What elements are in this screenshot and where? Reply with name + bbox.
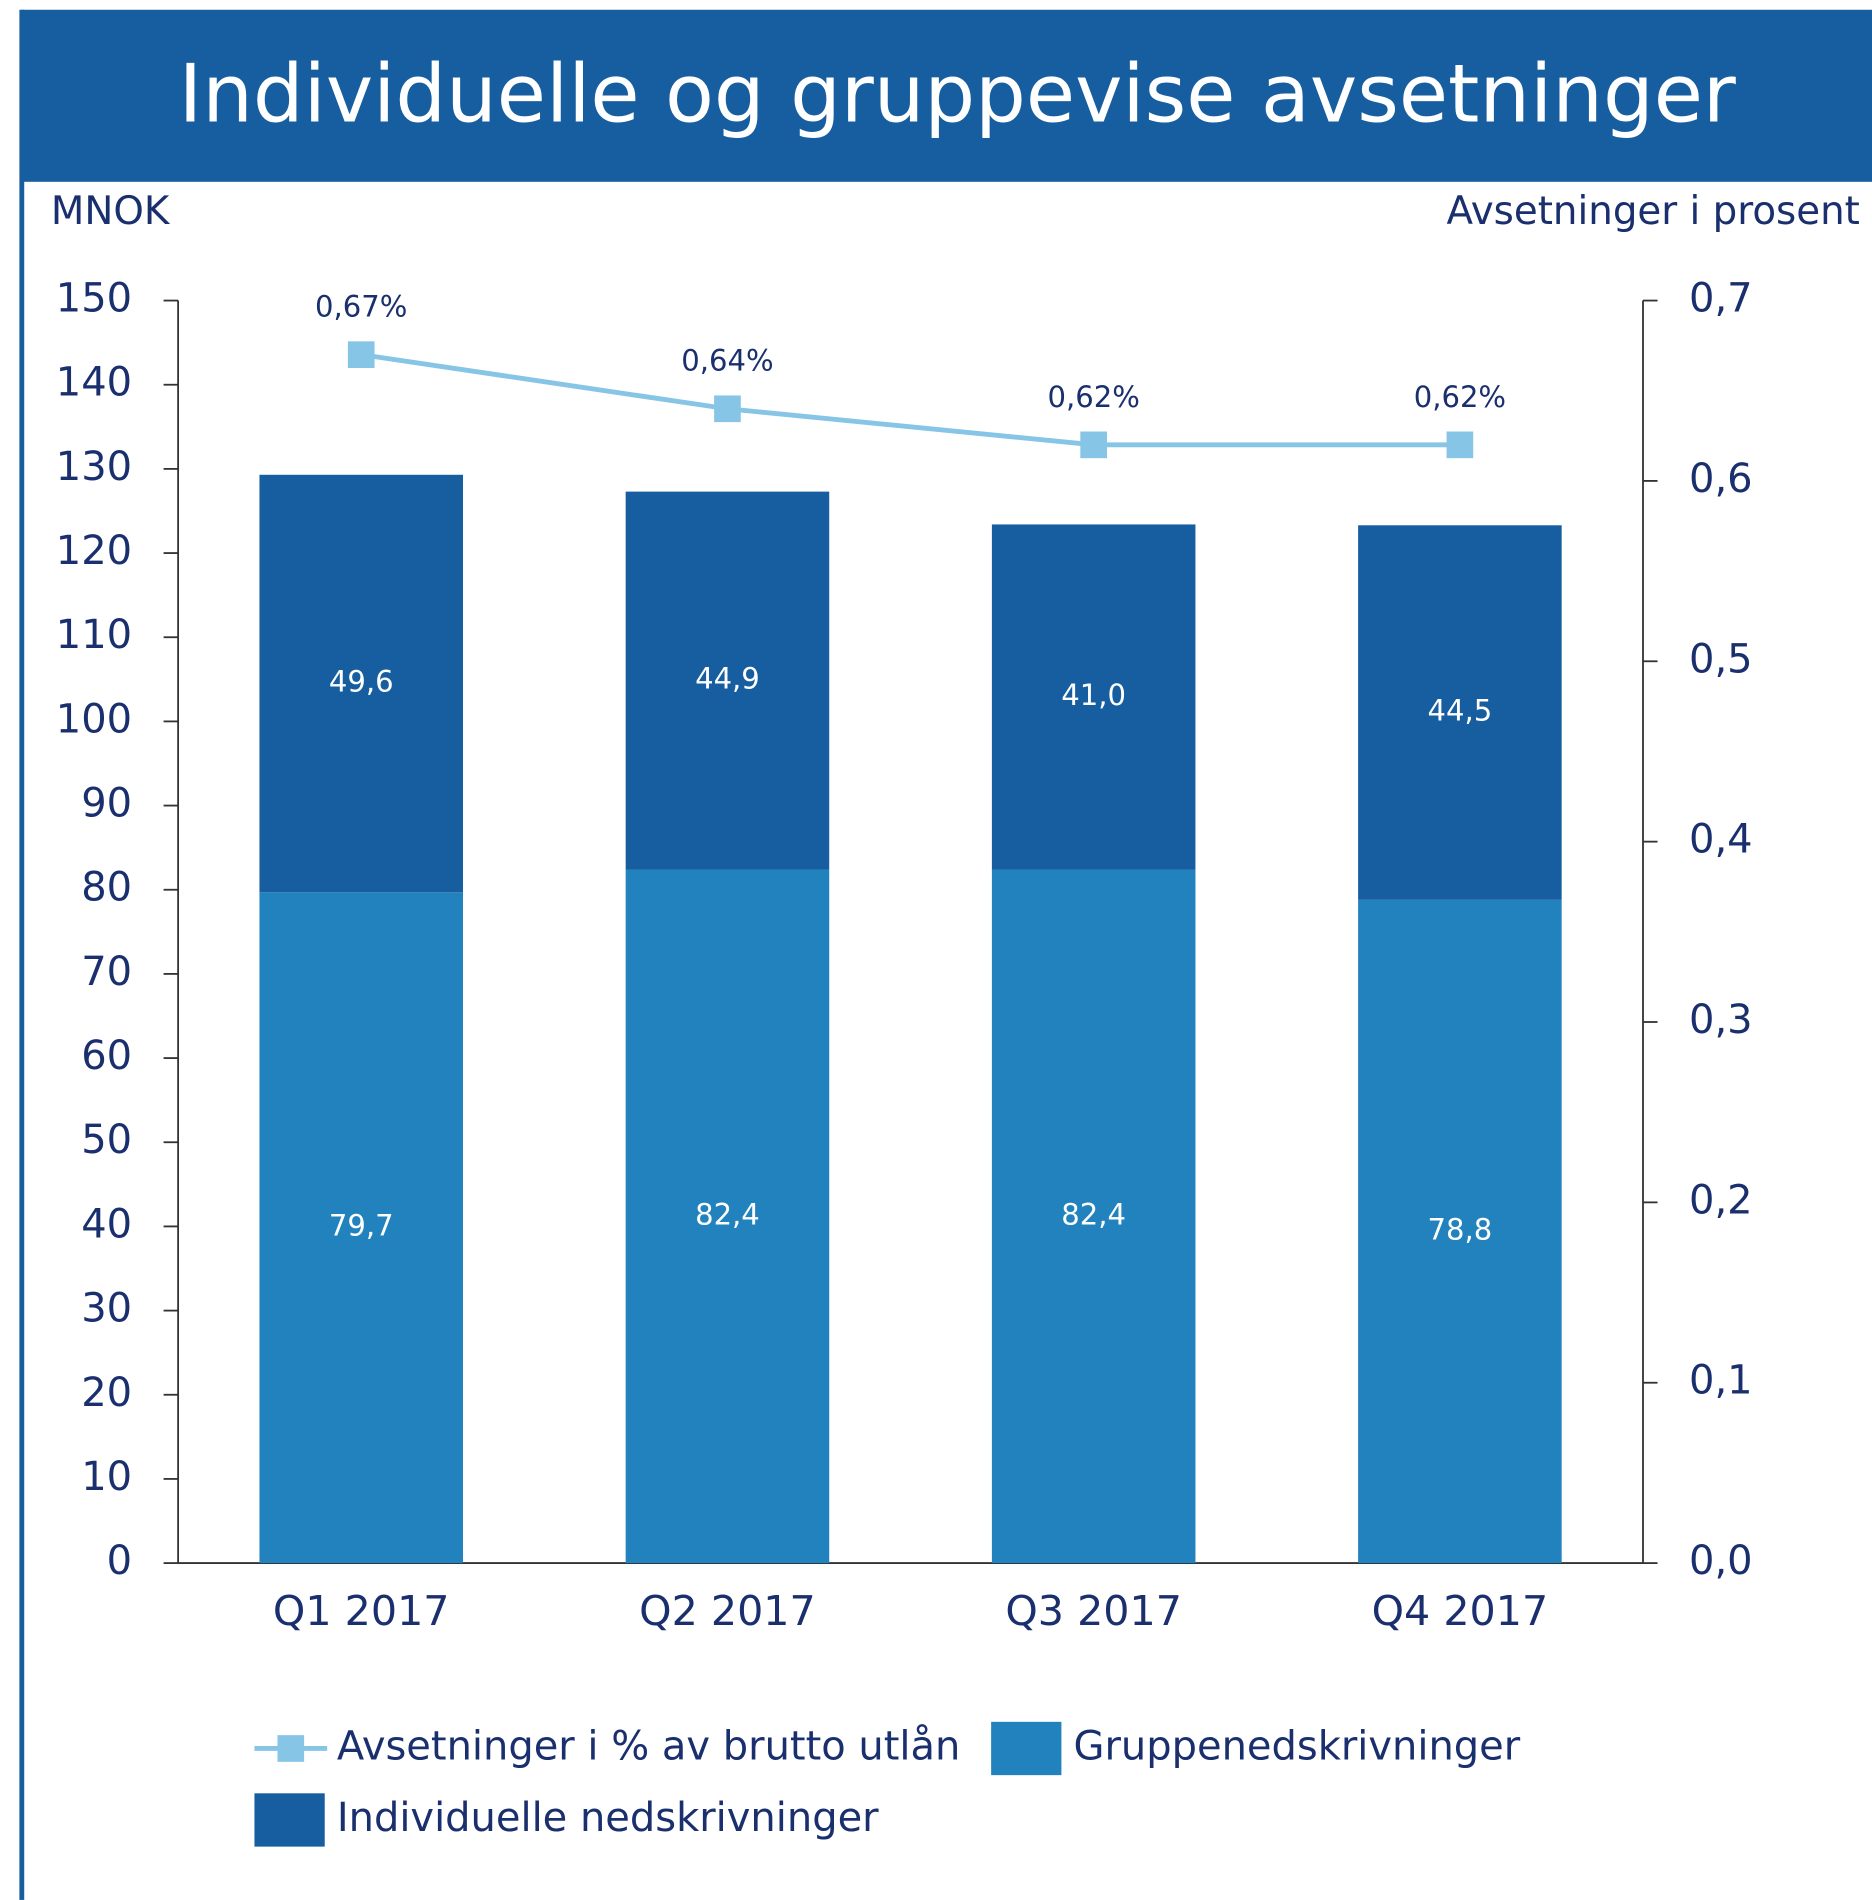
y-tick-label: 100 [56,696,132,742]
line-marker [1080,431,1107,459]
y-tick-label: 30 [81,1286,132,1332]
bar-segment [625,491,830,870]
legend-swatch [991,1721,1062,1776]
x-tick-label: Q1 2017 [273,1587,450,1635]
x-tick-label: Q2 2017 [639,1587,816,1635]
y-tick-label: 20 [81,1370,132,1416]
y-tick-label: 130 [56,444,132,490]
data-label: 82,4 [1061,1197,1126,1231]
data-label: 0,62% [1048,380,1140,414]
y-tick-label: 10 [81,1454,132,1500]
y-tick-label: 70 [81,949,132,995]
y2-tick-label: 0,7 [1689,276,1753,322]
data-label: 82,4 [695,1197,760,1231]
y-tick-label: 40 [81,1201,132,1247]
bar-segment [1358,899,1562,1564]
data-label: 0,62% [1414,380,1506,414]
data-label: 41,0 [1061,678,1126,712]
y-axis-label: MNOK [51,189,171,234]
bar-segment [259,892,464,1564]
y-tick-label: 90 [81,781,132,827]
bar-segment [1358,525,1562,900]
line [360,352,1460,448]
data-label: 44,9 [695,662,760,696]
x-tick-label: Q4 2017 [1372,1587,1549,1635]
bar-segment [259,474,464,893]
data-label: 44,5 [1428,694,1493,728]
y-tick-label: 0 [107,1538,132,1584]
y2-tick-label: 0,4 [1689,817,1753,863]
x-tick-label: Q3 2017 [1005,1587,1182,1635]
legend-swatch [254,1793,325,1847]
line-marker [347,341,375,368]
data-label: 79,7 [329,1209,394,1243]
y2-tick-label: 0,1 [1689,1358,1753,1404]
y-tick-label: 110 [56,612,132,658]
y-tick-label: 50 [81,1117,132,1163]
bar-segment [625,869,830,1564]
data-label: 49,6 [329,665,394,699]
legend-label: Avsetninger i % av brutto utlån [337,1723,961,1769]
legend-label: Gruppenedskrivninger [1074,1723,1521,1769]
bar-segment [991,869,1196,1564]
line-marker [714,395,741,423]
y2-tick-label: 0,6 [1689,456,1753,502]
y2-tick-label: 0,5 [1689,636,1753,682]
y2-tick-label: 0,0 [1689,1538,1753,1584]
y-tick-label: 140 [56,360,132,406]
y2-axis-label: Avsetninger i prosent [1446,189,1859,234]
legend-marker [277,1735,305,1762]
title-bar [21,9,1872,182]
y-tick-label: 120 [56,528,132,574]
y-tick-label: 80 [81,865,132,911]
data-label: 0,64% [681,344,773,378]
y-tick-label: 150 [56,276,132,322]
bar-segment [991,524,1196,870]
data-label: 78,8 [1428,1212,1493,1246]
y2-tick-label: 0,2 [1689,1177,1753,1223]
y-tick-label: 60 [81,1033,132,1079]
left-border [19,9,25,1900]
chart-title: Individuelle og gruppevise avsetninger [179,47,1736,140]
data-label: 0,67% [315,290,407,324]
y2-tick-label: 0,3 [1689,997,1753,1043]
legend-label: Individuelle nedskrivninger [337,1795,879,1841]
line-marker [1446,431,1474,459]
